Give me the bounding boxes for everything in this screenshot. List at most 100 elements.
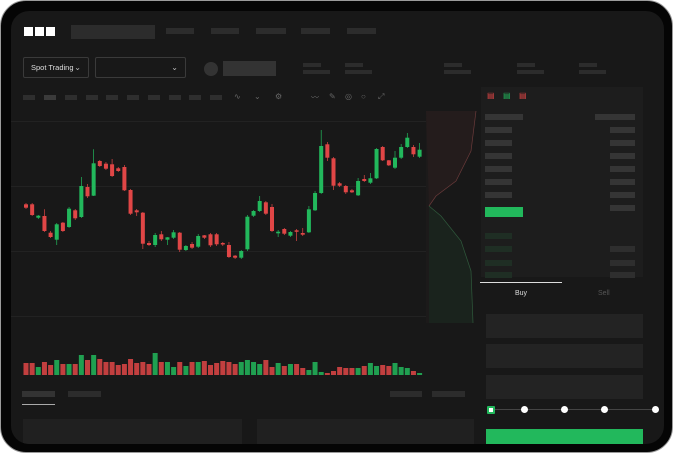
candle-body [116, 168, 121, 171]
candle-body [91, 163, 96, 196]
tab-buy[interactable]: Buy [515, 290, 528, 297]
order-book-row[interactable] [485, 260, 512, 266]
candle-body [374, 149, 379, 179]
order-book-row[interactable] [610, 127, 635, 133]
candle-body [282, 229, 287, 234]
nav-item[interactable] [301, 28, 330, 34]
candle-body [263, 202, 268, 214]
candle-body [134, 210, 139, 213]
volume-bar [60, 364, 66, 375]
order-book-row[interactable] [485, 272, 512, 278]
candle-body [42, 216, 47, 231]
volume-bar [306, 370, 312, 375]
volume-bar [244, 360, 250, 375]
volume-bar [300, 368, 306, 375]
nav-item[interactable] [211, 28, 239, 34]
book-both-icon[interactable]: ▤ [487, 91, 495, 100]
candle-body [208, 234, 213, 246]
candle-body [368, 178, 373, 183]
order-book-row[interactable] [610, 246, 635, 252]
leverage-slider[interactable] [491, 409, 659, 410]
order-book-row[interactable] [485, 233, 512, 239]
line-tool-icon[interactable]: 〰 [311, 93, 319, 102]
amount-input[interactable] [486, 344, 643, 368]
order-book-row[interactable] [485, 114, 523, 120]
candle-body [36, 215, 41, 218]
order-book-row[interactable] [610, 140, 635, 146]
volume-bar [208, 365, 213, 375]
order-book-row[interactable] [610, 260, 635, 266]
candle-body [300, 233, 305, 235]
volume-bar [189, 362, 195, 375]
circle-icon[interactable]: ○ [361, 92, 366, 101]
market-type-dropdown[interactable]: Spot Trading ⌄ [23, 57, 89, 78]
order-book-row[interactable] [485, 153, 512, 159]
volume-bar [54, 360, 60, 375]
volume-bar [201, 361, 207, 375]
order-book-row[interactable] [485, 166, 512, 172]
indicator-icon[interactable]: ⌄ [254, 92, 261, 101]
pair-dropdown[interactable]: ⌄ [95, 57, 186, 78]
bottom-tab-active[interactable] [22, 391, 55, 397]
candle-body [128, 190, 133, 214]
chevron-down-icon: ⌄ [171, 63, 178, 72]
volume-bar [232, 364, 238, 375]
indicator-icon[interactable]: ∿ [234, 92, 241, 101]
volume-bar [361, 366, 367, 375]
order-book-row[interactable] [610, 205, 635, 211]
bottom-action[interactable] [432, 391, 465, 397]
volume-bar [287, 364, 293, 375]
bottom-tab[interactable] [68, 391, 101, 397]
candle-body [399, 147, 404, 158]
search-bar[interactable] [71, 25, 155, 39]
candle-body [356, 181, 361, 196]
order-book-row[interactable] [485, 192, 512, 198]
order-book-row[interactable] [610, 153, 635, 159]
volume-bar [97, 359, 103, 375]
order-book-row[interactable] [610, 192, 635, 198]
volume-bar [171, 367, 177, 375]
order-book-row[interactable] [610, 166, 635, 172]
candle-body [159, 234, 164, 240]
order-book-row[interactable] [595, 114, 635, 120]
slider-handle[interactable] [487, 406, 495, 414]
total-input[interactable] [486, 375, 643, 399]
bottom-action[interactable] [390, 391, 422, 397]
volume-bar [66, 364, 72, 375]
price-input[interactable] [486, 314, 643, 338]
settings-icon[interactable]: ⚙ [275, 92, 283, 101]
nav-item[interactable] [256, 28, 286, 34]
okx-logo [24, 27, 55, 36]
draw-tool-icon[interactable]: ✎ [329, 92, 336, 101]
book-bids-icon[interactable]: ▤ [503, 91, 511, 100]
candlestick-chart[interactable] [11, 111, 481, 381]
tab-sell[interactable]: Sell [598, 290, 610, 297]
candle-body [245, 216, 250, 250]
volume-bar [343, 368, 349, 375]
candle-body [349, 190, 354, 193]
buy-submit-button[interactable] [486, 429, 643, 444]
book-asks-icon[interactable]: ▤ [519, 91, 527, 100]
candle-body [196, 236, 201, 247]
volume-bar [294, 364, 300, 375]
candle-body [362, 179, 367, 181]
nav-item[interactable] [166, 28, 194, 34]
order-book-row[interactable] [485, 140, 512, 146]
volume-bar [177, 362, 183, 375]
volume-bar [214, 363, 220, 375]
nav-item[interactable] [347, 28, 376, 34]
volume-bar [404, 368, 410, 375]
expand-icon[interactable]: ⤢ [378, 92, 385, 101]
trading-screen: Spot Trading ⌄ ⌄ ∿ ⌄ ⚙ 〰 ✎ ◎ ○ ⤢ ▤ ▤ ▤ Bu… [11, 11, 664, 444]
volume-bar [324, 373, 330, 375]
order-book-row[interactable] [485, 127, 512, 133]
candle-body [177, 232, 182, 250]
candle-body [147, 243, 151, 245]
order-book-row[interactable] [485, 246, 512, 252]
target-icon[interactable]: ◎ [345, 92, 352, 101]
order-book-row[interactable] [485, 179, 512, 185]
order-book-row[interactable] [610, 179, 635, 185]
order-book-row[interactable] [610, 272, 635, 278]
price-placeholder [223, 61, 276, 76]
